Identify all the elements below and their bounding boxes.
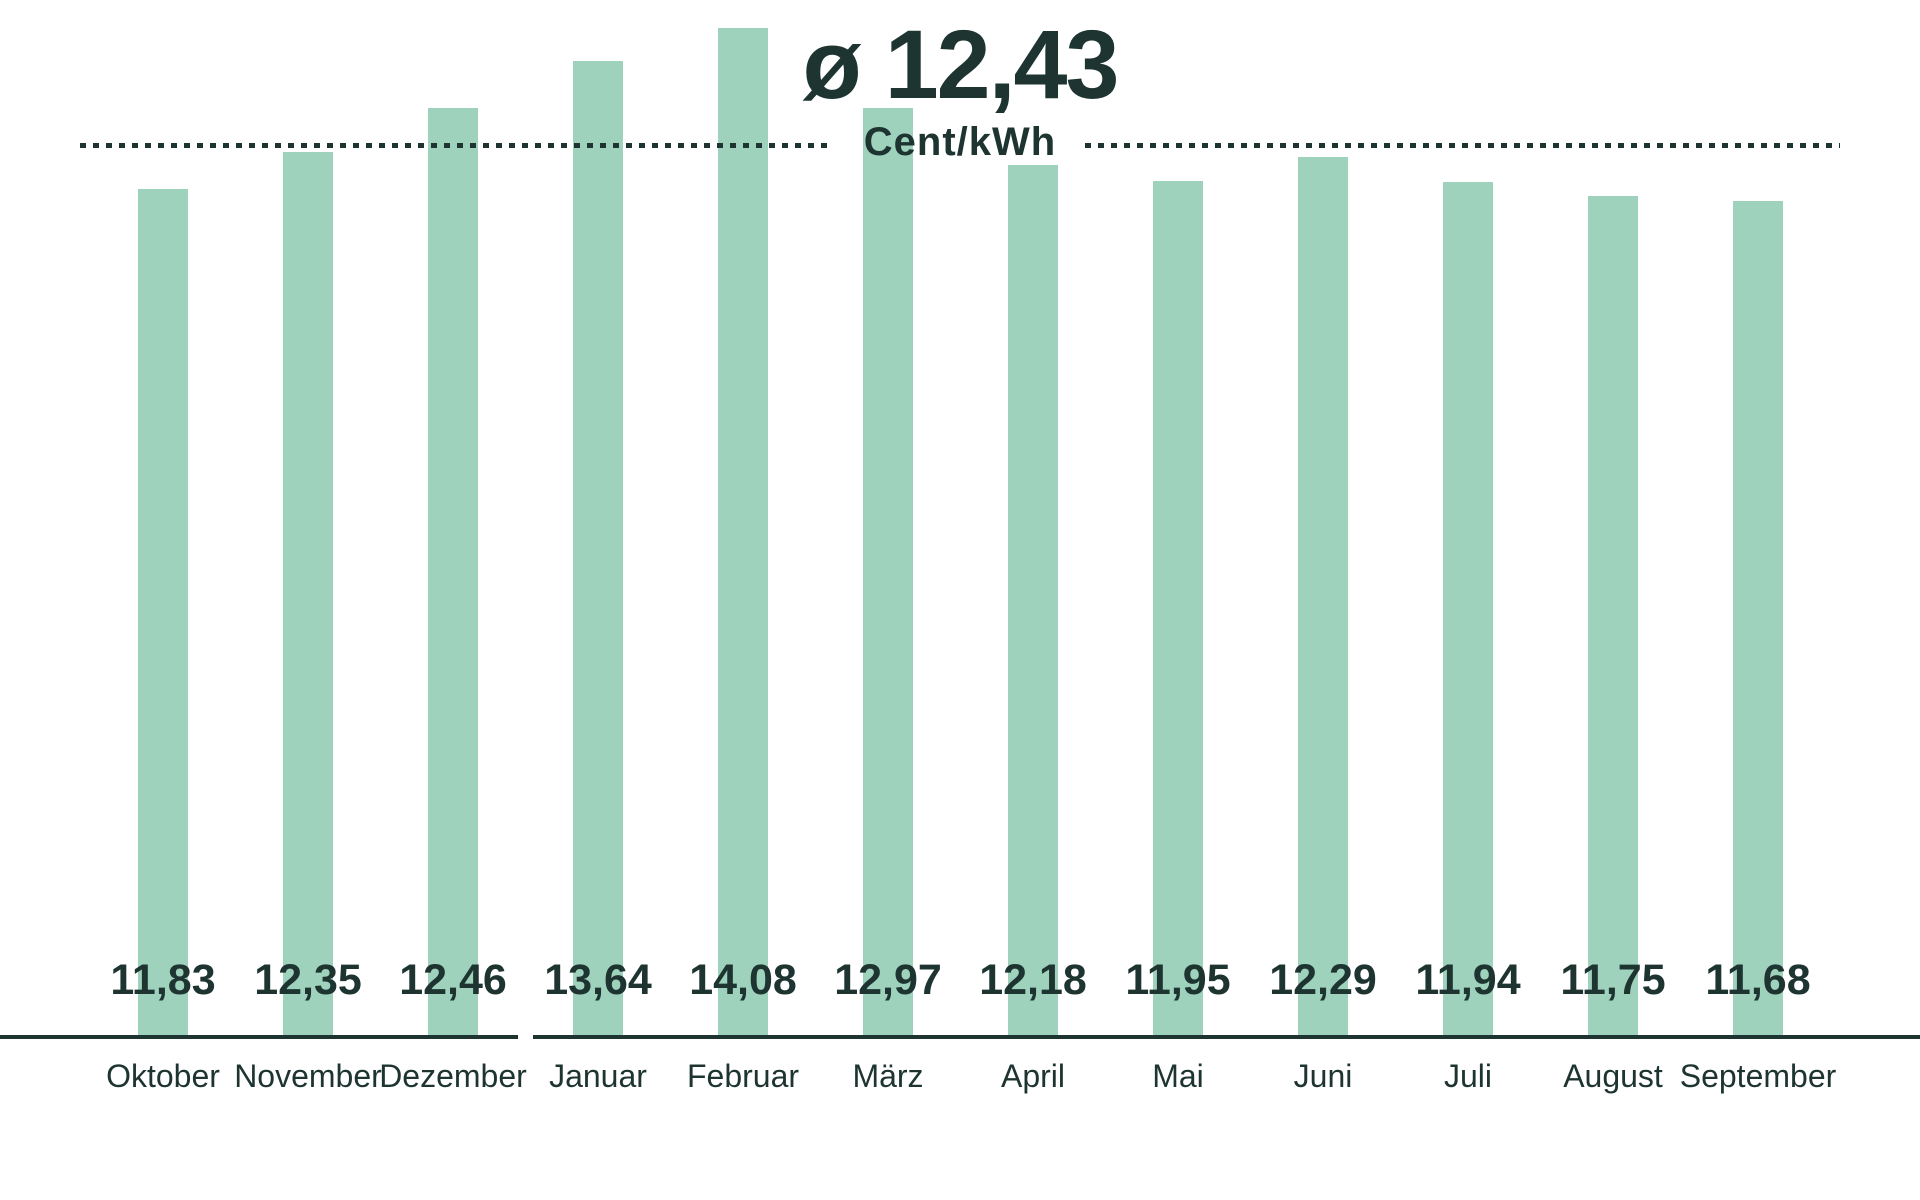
- average-line-segment-left: [80, 143, 833, 148]
- month-label-oktober: Oktober: [106, 1058, 220, 1094]
- bar-dezember: [428, 108, 478, 1035]
- bar-maerz: [863, 108, 913, 1035]
- value-label-april: 12,18: [979, 956, 1087, 1004]
- bar-august: [1588, 196, 1638, 1035]
- value-label-dezember: 12,46: [399, 956, 507, 1004]
- x-axis-segment-left: [0, 1035, 518, 1039]
- bar-januar: [573, 61, 623, 1035]
- bar-oktober: [138, 189, 188, 1035]
- month-label-mai: Mai: [1152, 1058, 1204, 1094]
- bar-mai: [1153, 181, 1203, 1035]
- value-label-august: 11,75: [1560, 956, 1666, 1004]
- bar-november: [283, 152, 333, 1035]
- month-label-dezember: Dezember: [379, 1058, 527, 1094]
- value-label-februar: 14,08: [689, 956, 797, 1004]
- month-label-august: August: [1563, 1058, 1663, 1094]
- month-label-april: April: [1000, 1058, 1065, 1094]
- bar-april: [1008, 165, 1058, 1035]
- bar-september: [1733, 201, 1783, 1035]
- month-label-november: November: [234, 1058, 382, 1094]
- month-label-september: September: [1679, 1058, 1837, 1094]
- month-label-juli: Juli: [1443, 1058, 1492, 1094]
- value-label-november: 12,35: [254, 956, 362, 1004]
- month-label-januar: Januar: [549, 1058, 647, 1094]
- bar-februar: [718, 28, 768, 1035]
- value-label-maerz: 12,97: [834, 956, 942, 1004]
- bar-juni: [1298, 157, 1348, 1035]
- value-label-september: 11,68: [1705, 956, 1811, 1004]
- average-value-title: ø 12,43: [802, 10, 1120, 119]
- average-unit-label: Cent/kWh: [863, 120, 1057, 164]
- value-label-oktober: 11,83: [110, 956, 216, 1004]
- value-label-juni: 12,29: [1269, 956, 1377, 1004]
- bar-juli: [1443, 182, 1493, 1035]
- month-label-maerz: März: [852, 1058, 924, 1094]
- month-label-juni: Juni: [1293, 1058, 1353, 1094]
- value-label-juli: 11,94: [1415, 956, 1521, 1004]
- month-label-februar: Februar: [686, 1058, 800, 1094]
- x-axis-segment-right: [533, 1035, 1920, 1039]
- value-label-mai: 11,95: [1125, 956, 1231, 1004]
- average-line-segment-right: [1085, 143, 1840, 148]
- value-label-januar: 13,64: [544, 956, 652, 1004]
